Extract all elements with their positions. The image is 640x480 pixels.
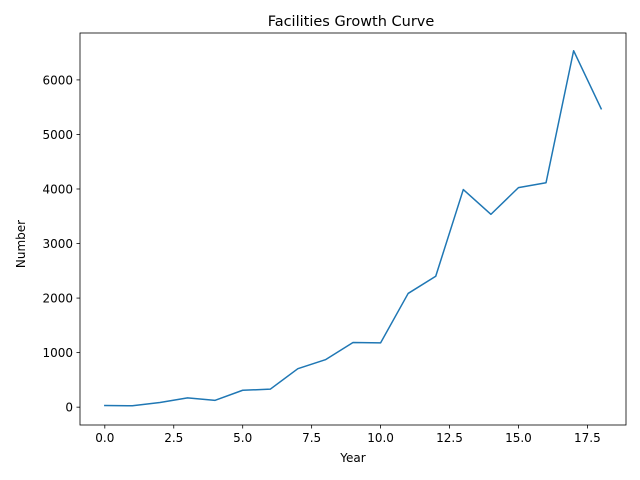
- x-tick-label: 17.5: [574, 431, 601, 445]
- y-axis-label: Number: [14, 220, 28, 268]
- x-tick-label: 2.5: [164, 431, 183, 445]
- x-tick-label: 12.5: [436, 431, 463, 445]
- chart-title: Facilities Growth Curve: [268, 14, 435, 30]
- y-tick-label: 3000: [42, 237, 73, 251]
- y-tick-label: 4000: [42, 182, 73, 196]
- axes-frame: [79, 32, 627, 426]
- y-tick-label: 6000: [42, 73, 73, 87]
- x-tick-label: 15.0: [505, 431, 532, 445]
- x-tick-label: 7.5: [302, 431, 321, 445]
- x-axis-label: Year: [339, 451, 365, 465]
- x-tick-label: 0.0: [95, 431, 114, 445]
- x-tick-label: 5.0: [233, 431, 252, 445]
- y-tick-label: 2000: [42, 292, 73, 306]
- y-tick-label: 1000: [42, 346, 73, 360]
- y-tick-label: 5000: [42, 128, 73, 142]
- y-tick-label: 0: [65, 401, 73, 415]
- x-tick-label: 10.0: [367, 431, 394, 445]
- plot-area: 0.0 2.5 5.0 7.5 10.0 12.5 15.0 17.5 0 1000 2000 300…: [42, 32, 627, 445]
- series-line-0: [104, 49, 603, 407]
